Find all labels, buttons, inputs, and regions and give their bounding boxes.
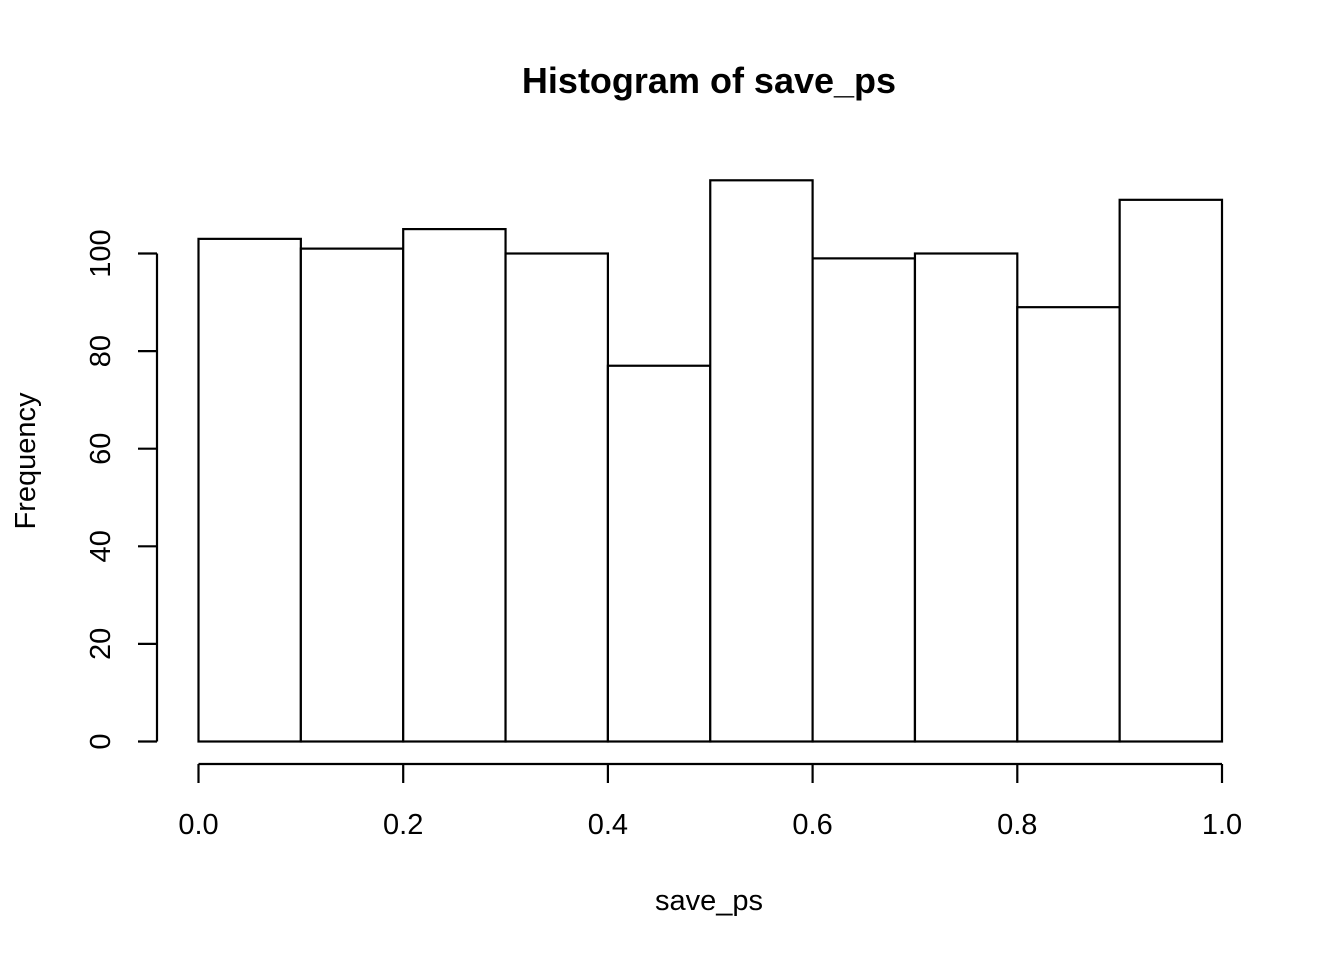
- histogram-bar: [913, 252, 1019, 743]
- histogram-bar: [504, 252, 609, 743]
- y-tick-label: 60: [85, 433, 117, 465]
- x-tick-label: 0.2: [383, 809, 423, 841]
- histogram-bar: [402, 228, 507, 743]
- y-tick-label: 20: [85, 628, 117, 660]
- histogram-bar: [1118, 198, 1224, 743]
- x-tick-label: 0.0: [178, 809, 218, 841]
- histogram-bar: [606, 364, 712, 743]
- y-axis: 0 20 40 60 80 100: [85, 229, 159, 750]
- y-tick-label: 100: [85, 229, 117, 277]
- histogram-bar: [811, 257, 917, 743]
- histogram-bar: [299, 247, 405, 743]
- x-tick-label: 1.0: [1202, 809, 1242, 841]
- y-tick-label: 0: [85, 733, 117, 749]
- x-tick-label: 0.4: [588, 809, 628, 841]
- y-tick-label: 40: [85, 530, 117, 562]
- chart-title: Histogram of save_ps: [522, 60, 896, 101]
- x-tick-label: 0.8: [997, 809, 1037, 841]
- histogram-bar: [1016, 306, 1121, 743]
- x-axis: 0.0 0.2 0.4 0.6 0.8 1.0: [178, 762, 1242, 841]
- bars-group: [197, 179, 1224, 743]
- x-tick-label: 0.6: [792, 809, 832, 841]
- y-axis-label: Frequency: [10, 392, 42, 530]
- x-axis-label: save_ps: [655, 885, 763, 917]
- histogram-bar: [197, 237, 302, 743]
- histogram-bar: [709, 179, 814, 743]
- y-tick-label: 80: [85, 335, 117, 367]
